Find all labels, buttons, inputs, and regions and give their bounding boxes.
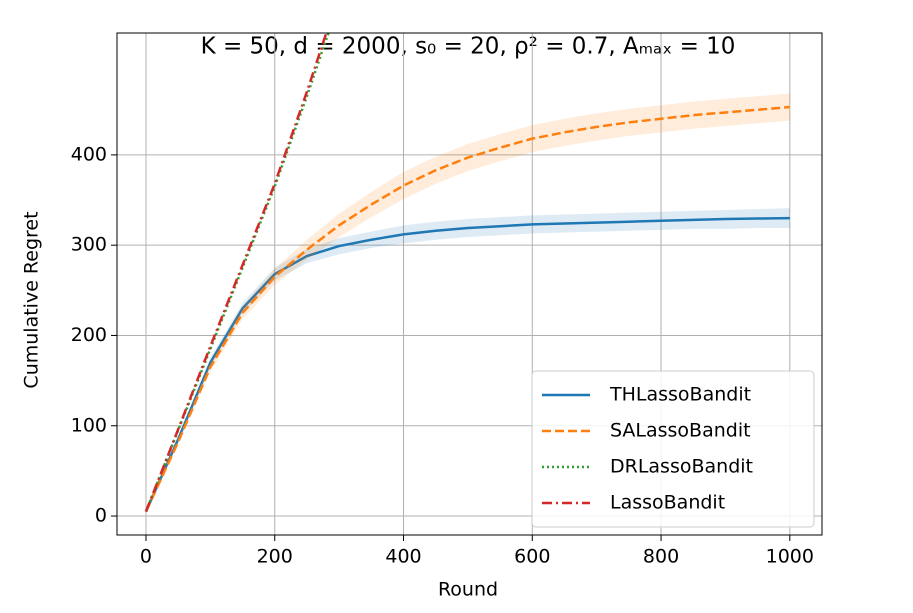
chart-title: K = 50, d = 2000, s₀ = 20, ρ² = 0.7, Aₘₐ… [201,34,736,60]
legend-label: LassoBandit [610,492,725,514]
legend-box [531,370,815,528]
x-tick-label: 0 [140,546,152,568]
x-tick-label: 1000 [766,546,814,568]
y-tick-label: 200 [71,324,107,346]
y-tick-label: 400 [71,143,107,165]
axes-frame [116,32,823,536]
y-tick-label: 100 [71,414,107,436]
x-tick-label: 400 [385,546,421,568]
x-tick-label: 800 [643,546,679,568]
legend-label: SALassoBandit [610,420,751,442]
y-tick-label: 0 [95,505,107,527]
x-tick-label: 600 [514,546,550,568]
x-axis-label: Round [438,579,498,601]
line [144,105,790,513]
line [144,33,330,512]
legend-label: DRLassoBandit [610,456,753,478]
legend-label: THLassoBandit [609,384,751,406]
plot-area [144,33,790,513]
line [144,216,790,513]
y-tick-label: 300 [71,234,107,256]
y-axis-label: Cumulative Regret [21,211,43,388]
line [144,33,328,512]
x-tick-label: 200 [257,546,293,568]
